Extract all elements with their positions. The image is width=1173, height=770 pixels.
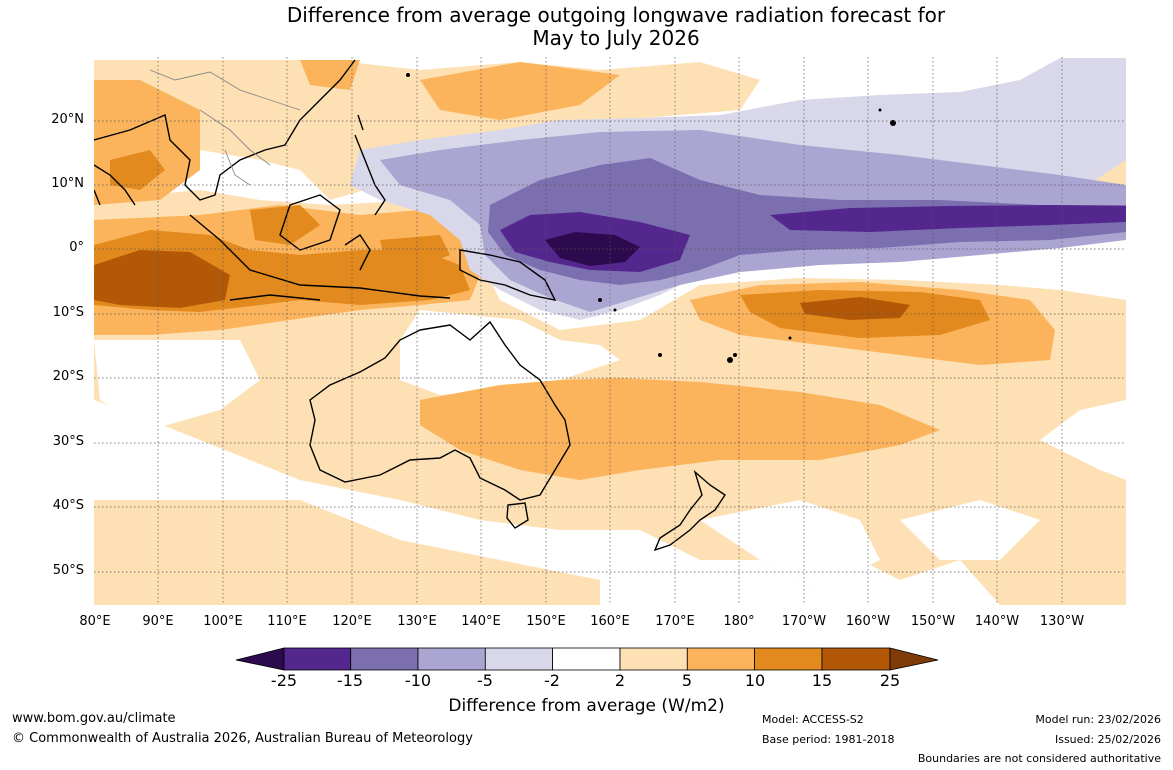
colorbar-bin-6 <box>619 647 688 671</box>
australia-coast <box>309 320 571 501</box>
colorbar-tick: -2 <box>544 671 560 690</box>
colorbar-bin-3 <box>417 647 486 671</box>
colorbar-bin-8 <box>754 647 823 671</box>
lat-label-10n: 10°N <box>51 176 84 191</box>
lon-label-140e: 140°E <box>461 614 501 629</box>
sulawesi-coast <box>344 234 371 271</box>
footer-model-run: Model run: 23/02/2026 <box>1035 713 1161 726</box>
lat-label-20s: 20°S <box>52 369 84 384</box>
anomaly-negative-areas <box>350 58 1126 320</box>
colorbar-bin-4 <box>484 647 553 671</box>
lon-label-130e: 130°E <box>397 614 437 629</box>
lon-label-140w: 140°W <box>974 614 1020 629</box>
colorbar-high-extension <box>889 647 939 671</box>
colorbar-tick: 15 <box>811 671 833 690</box>
lon-label-150w: 150°W <box>910 614 956 629</box>
colorbar-bin-9 <box>821 647 891 671</box>
lat-label-50s: 50°S <box>52 563 84 578</box>
lon-label-160w: 160°W <box>845 614 891 629</box>
lon-label-170w: 170°W <box>781 614 827 629</box>
lat-label-30s: 30°S <box>52 434 84 449</box>
new-zealand-coast <box>653 469 726 552</box>
title-line-2: May to July 2026 <box>532 26 700 50</box>
colorbar-tick: -10 <box>404 671 432 690</box>
tasmania-coast <box>506 502 529 529</box>
colorbar-tick: 5 <box>681 671 693 690</box>
colorbar-tick: -5 <box>477 671 493 690</box>
new-guinea-coast <box>459 249 557 301</box>
asia-coast <box>94 59 356 201</box>
country-borders <box>149 69 301 186</box>
lat-label-0: 0° <box>69 240 84 255</box>
colorbar-bin-1 <box>283 647 352 671</box>
colorbar-tick: 2 <box>614 671 626 690</box>
lon-label-80e: 80°E <box>79 614 111 629</box>
colorbar <box>235 647 939 671</box>
colorbar-title: Difference from average (W/m2) <box>448 696 725 716</box>
footer-disclaimer: Boundaries are not considered authoritat… <box>917 752 1161 765</box>
colorbar-bin-5 <box>552 647 621 671</box>
colorbar-low-extension <box>235 647 285 671</box>
borneo-coast <box>279 194 341 251</box>
lon-label-150e: 150°E <box>526 614 566 629</box>
graticule <box>94 57 1126 605</box>
footer-base-period: Base period: 1981-2018 <box>762 733 895 746</box>
lat-label-40s: 40°S <box>52 498 84 513</box>
colorbar-tick: 10 <box>744 671 766 690</box>
india-coast <box>94 164 136 206</box>
footer-issued: Issued: 25/02/2026 <box>1054 733 1161 746</box>
coastlines <box>94 59 726 552</box>
lon-label-130w: 130°W <box>1039 614 1085 629</box>
lon-label-100e: 100°E <box>203 614 243 629</box>
lat-label-10s: 10°S <box>52 305 84 320</box>
colorbar-bin-2 <box>350 647 419 671</box>
lon-label-180: 180° <box>723 614 755 629</box>
footer-copyright: © Commonwealth of Australia 2026, Austra… <box>12 731 473 746</box>
lon-label-120e: 120°E <box>332 614 372 629</box>
colorbar-bin-7 <box>686 647 755 671</box>
sumatra-java-coast <box>189 214 451 301</box>
lat-label-20n: 20°N <box>51 112 84 127</box>
lon-label-110e: 110°E <box>267 614 307 629</box>
lon-label-90e: 90°E <box>142 614 174 629</box>
pacific-islands <box>406 73 896 363</box>
colorbar-tick: 25 <box>879 671 901 690</box>
taiwan-coast <box>357 114 364 131</box>
title-line-1: Difference from average outgoing longwav… <box>286 3 946 27</box>
footer-model: Model: ACCESS-S2 <box>762 713 864 726</box>
colorbar-tick: -25 <box>270 671 298 690</box>
footer-url[interactable]: www.bom.gov.au/climate <box>12 711 176 726</box>
lon-label-170e: 170°E <box>655 614 695 629</box>
lon-label-160e: 160°E <box>590 614 630 629</box>
colorbar-tick: -15 <box>336 671 364 690</box>
chart-title: Difference from average outgoing longwav… <box>0 4 1173 50</box>
